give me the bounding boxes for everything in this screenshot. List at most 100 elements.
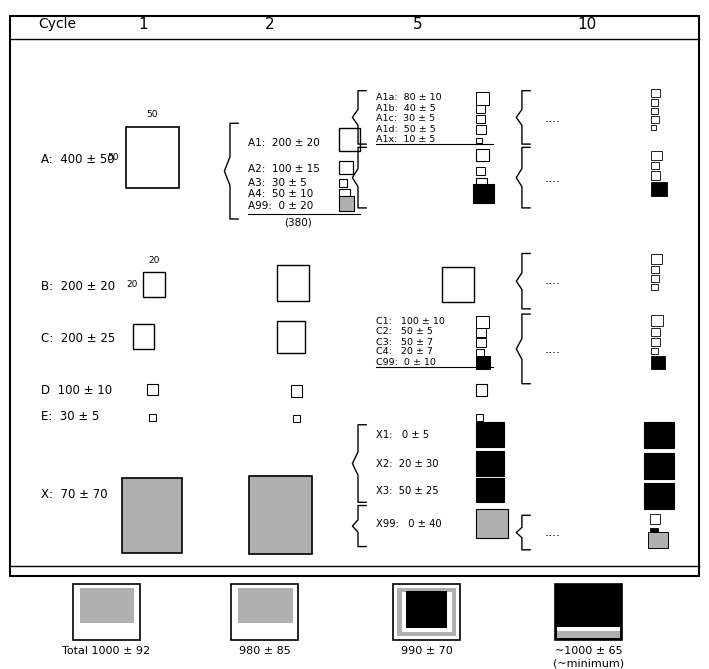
Bar — [293, 415, 300, 421]
Bar — [149, 414, 156, 421]
Text: A2:  100 ± 15: A2: 100 ± 15 — [247, 164, 320, 174]
Bar — [652, 328, 660, 337]
Bar — [476, 509, 508, 538]
Text: A1d:  50 ± 5: A1d: 50 ± 5 — [376, 124, 435, 134]
Text: X99:   0 ± 40: X99: 0 ± 40 — [376, 518, 441, 529]
Bar — [339, 196, 354, 211]
Text: A4:  50 ± 10: A4: 50 ± 10 — [247, 189, 313, 199]
Bar — [476, 357, 490, 369]
Text: A1b:  40 ± 5: A1b: 40 ± 5 — [376, 104, 435, 113]
Bar — [652, 275, 659, 282]
Bar — [476, 451, 504, 476]
Text: (380): (380) — [284, 217, 312, 227]
Bar — [476, 178, 487, 188]
Text: ....: .... — [545, 172, 560, 185]
Bar — [650, 529, 658, 535]
Bar — [80, 624, 134, 632]
Text: A3:  30 ± 5: A3: 30 ± 5 — [247, 177, 306, 187]
Text: C2:   50 ± 5: C2: 50 ± 5 — [376, 327, 432, 336]
Bar — [442, 266, 474, 302]
Text: X2:  20 ± 30: X2: 20 ± 30 — [376, 459, 438, 469]
Bar — [557, 631, 620, 638]
Text: A1c:  30 ± 5: A1c: 30 ± 5 — [376, 114, 435, 123]
Text: 980 ± 85: 980 ± 85 — [239, 646, 291, 656]
Bar — [652, 151, 662, 161]
Bar — [476, 316, 489, 328]
Bar — [476, 125, 486, 134]
Text: 5: 5 — [413, 17, 423, 31]
Text: A:  400 ± 50: A: 400 ± 50 — [41, 153, 115, 165]
Bar — [652, 116, 659, 123]
Bar — [401, 592, 452, 632]
Bar — [476, 92, 489, 104]
Text: 2: 2 — [265, 17, 275, 31]
Bar — [277, 320, 306, 353]
Bar — [652, 338, 660, 346]
Bar — [644, 453, 674, 479]
Bar — [143, 272, 164, 297]
Bar — [644, 422, 674, 448]
Text: X3:  50 ± 25: X3: 50 ± 25 — [376, 486, 438, 496]
Bar — [652, 266, 659, 273]
Bar — [123, 478, 182, 553]
Text: ....: .... — [545, 112, 560, 125]
Bar — [291, 385, 303, 397]
Bar — [476, 116, 485, 123]
Text: A1:  200 ± 20: A1: 200 ± 20 — [247, 138, 319, 148]
Text: C:  200 ± 25: C: 200 ± 25 — [41, 332, 116, 345]
Bar — [476, 349, 484, 356]
Bar — [476, 478, 504, 502]
Text: A1x:  10 ± 5: A1x: 10 ± 5 — [376, 135, 435, 144]
Bar — [652, 357, 666, 369]
Text: E:  30 ± 5: E: 30 ± 5 — [41, 410, 100, 423]
Bar — [652, 163, 659, 169]
Bar — [73, 584, 140, 640]
Bar — [476, 328, 486, 337]
Bar — [476, 414, 484, 421]
Bar — [238, 588, 293, 632]
Text: 50: 50 — [147, 110, 158, 118]
Bar — [644, 484, 674, 509]
Text: B:  200 ± 20: B: 200 ± 20 — [41, 280, 116, 292]
Bar — [652, 171, 661, 180]
Text: C1:   100 ± 10: C1: 100 ± 10 — [376, 316, 445, 326]
Text: C3:   50 ± 7: C3: 50 ± 7 — [376, 338, 432, 347]
Bar — [339, 189, 350, 199]
Text: 20: 20 — [148, 256, 160, 265]
Bar — [476, 104, 486, 113]
Text: A99:  0 ± 20: A99: 0 ± 20 — [247, 201, 313, 211]
Bar — [406, 591, 447, 628]
Bar — [339, 161, 353, 174]
Text: Cycle: Cycle — [38, 17, 76, 31]
Bar — [147, 384, 158, 395]
Text: ~1000 ± 65: ~1000 ± 65 — [554, 646, 623, 656]
Bar — [231, 584, 298, 640]
Bar — [652, 254, 662, 264]
Bar — [339, 179, 347, 187]
Text: ....: .... — [545, 527, 560, 539]
Bar — [652, 108, 659, 114]
Bar — [555, 584, 622, 640]
Bar — [652, 182, 667, 196]
Bar — [277, 265, 309, 301]
Text: 1: 1 — [139, 17, 148, 31]
Bar — [476, 338, 486, 347]
Bar — [80, 588, 134, 632]
Bar — [557, 628, 620, 631]
Bar — [126, 126, 179, 189]
Text: (~minimum): (~minimum) — [553, 658, 624, 668]
Text: C4:   20 ± 7: C4: 20 ± 7 — [376, 347, 432, 357]
Bar — [648, 532, 668, 548]
Bar — [650, 514, 661, 524]
Bar — [393, 584, 460, 640]
Bar — [133, 324, 154, 349]
Bar — [339, 128, 360, 151]
Bar — [652, 284, 658, 290]
Bar — [652, 99, 659, 106]
Text: ....: .... — [545, 274, 560, 288]
Text: D  100 ± 10: D 100 ± 10 — [41, 384, 113, 397]
Text: Total 1000 ± 92: Total 1000 ± 92 — [62, 646, 150, 656]
Bar — [652, 315, 664, 326]
Bar — [476, 167, 485, 175]
Bar — [652, 125, 657, 130]
